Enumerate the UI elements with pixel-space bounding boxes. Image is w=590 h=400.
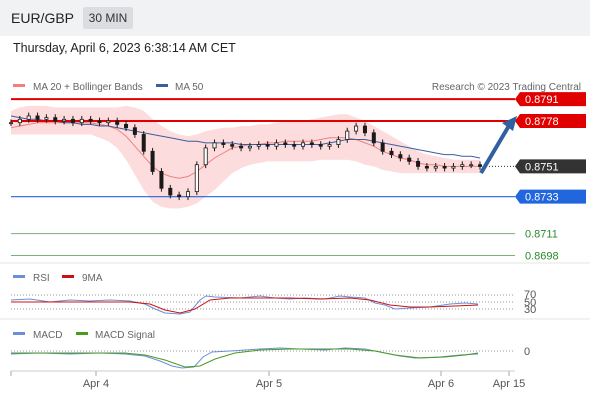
- ma50-legend-swatch: [156, 84, 168, 87]
- rsi-level-30: 30: [524, 304, 536, 316]
- price-candle: [309, 142, 314, 145]
- price-candle: [70, 118, 75, 124]
- level-label-0.8698: 0.8698: [525, 251, 559, 263]
- rsi-line: [10, 295, 479, 315]
- price-candle: [44, 117, 49, 120]
- price-candle: [398, 154, 403, 159]
- price-candle: [354, 125, 359, 132]
- price-candle: [274, 142, 279, 147]
- forecast-arrow: [479, 116, 517, 175]
- macd-signal-line: [11, 348, 479, 368]
- price-series: [8, 112, 482, 201]
- price-candle: [469, 164, 474, 167]
- price-candle: [451, 166, 456, 169]
- current-price-label: 0.8751: [525, 161, 559, 173]
- price-candle: [362, 125, 367, 134]
- price-candle: [424, 166, 429, 169]
- price-candle: [230, 144, 235, 147]
- price-candle: [115, 120, 120, 125]
- price-candle: [371, 132, 376, 144]
- rsi-ma-legend-swatch: [62, 275, 74, 278]
- ma50-line: [10, 115, 481, 159]
- level-badge-0.8778: [515, 114, 586, 128]
- price-candle: [150, 150, 155, 172]
- rsi-level-50: 50: [524, 297, 536, 309]
- level-label-0.8791: 0.8791: [525, 94, 559, 106]
- price-candle: [35, 115, 40, 120]
- price-candle: [256, 144, 261, 147]
- level-label-0.8733: 0.8733: [525, 192, 559, 204]
- price-candle: [141, 134, 146, 152]
- bollinger-band: [11, 105, 480, 209]
- price-candle: [97, 120, 102, 124]
- price-candle: [265, 144, 270, 147]
- price-candle: [17, 118, 22, 124]
- ma20-legend-label: MA 20 + Bollinger Bands: [33, 82, 143, 93]
- price-candle: [327, 144, 332, 147]
- x-tick-apr5: Apr 5: [256, 378, 282, 390]
- macd-legend-label: MACD: [33, 330, 62, 341]
- price-candle: [239, 145, 244, 149]
- price-candle: [53, 117, 58, 122]
- level-label-0.8711: 0.8711: [525, 229, 558, 241]
- price-candle: [416, 160, 421, 167]
- price-candle: [389, 150, 394, 156]
- level-label-0.8778: 0.8778: [525, 116, 559, 128]
- rsi-legend-swatch: [13, 275, 25, 278]
- currency-pair-title: EUR/GBP: [11, 10, 75, 26]
- top-bar: EUR/GBP 30 MIN: [0, 0, 590, 36]
- macd-signal-legend-swatch: [76, 332, 88, 335]
- rsi-ma-legend-label: 9MA: [82, 273, 103, 284]
- level-badge-0.8733: [515, 189, 586, 204]
- timeframe-button[interactable]: 30 MIN: [83, 7, 133, 29]
- price-candle: [336, 139, 341, 145]
- price-candle: [26, 115, 31, 120]
- price-candle: [477, 164, 482, 167]
- price-candle: [460, 164, 465, 167]
- current-price-badge: [515, 159, 586, 174]
- macd-signal-legend-label: MACD Signal: [95, 330, 155, 341]
- price-candle: [433, 166, 438, 169]
- ma20-legend-swatch: [13, 84, 25, 87]
- price-candle: [380, 142, 385, 152]
- price-candle: [132, 127, 137, 135]
- price-candle: [159, 171, 164, 189]
- price-candle: [79, 118, 84, 124]
- price-candle: [345, 130, 350, 140]
- price-candle: [203, 147, 208, 166]
- price-candle: [124, 123, 129, 129]
- ma50-legend-label: MA 50: [175, 82, 204, 93]
- price-candle: [247, 145, 252, 149]
- price-candle: [185, 191, 190, 198]
- price-candle: [221, 142, 226, 145]
- price-candle: [177, 194, 182, 198]
- price-candle: [168, 187, 173, 196]
- bollinger-band-area: [11, 105, 480, 209]
- x-tick-apr6: Apr 6: [428, 378, 454, 390]
- price-candle: [292, 144, 297, 147]
- price-candle: [318, 144, 323, 147]
- rsi-level-70: 70: [524, 289, 536, 301]
- price-candle: [8, 122, 13, 125]
- price-candle: [62, 118, 67, 122]
- macd-legend-swatch: [13, 332, 25, 335]
- price-candle: [212, 142, 217, 149]
- chart-datetime: Thursday, April 6, 2023 6:38:14 AM CET: [13, 41, 236, 55]
- price-candle: [283, 142, 288, 145]
- level-badge-0.8791: [515, 92, 586, 107]
- rsi-legend-label: RSI: [33, 273, 50, 284]
- price-candle: [194, 164, 199, 193]
- price-candle: [442, 166, 447, 169]
- price-candle: [301, 142, 306, 147]
- rsi-ma-line: [11, 297, 479, 314]
- x-tick-apr15: Apr 15: [493, 378, 525, 390]
- macd-level-0: 0: [524, 346, 530, 358]
- price-candle: [106, 120, 111, 124]
- price-candle: [407, 157, 412, 162]
- credit-text: Research © 2023 Trading Central: [432, 82, 581, 93]
- price-candle: [88, 118, 93, 122]
- price-levels: 0.8791 0.8778 0.8751 0.8733 0.8711 0.8698: [11, 92, 586, 263]
- x-tick-apr4: Apr 4: [83, 378, 109, 390]
